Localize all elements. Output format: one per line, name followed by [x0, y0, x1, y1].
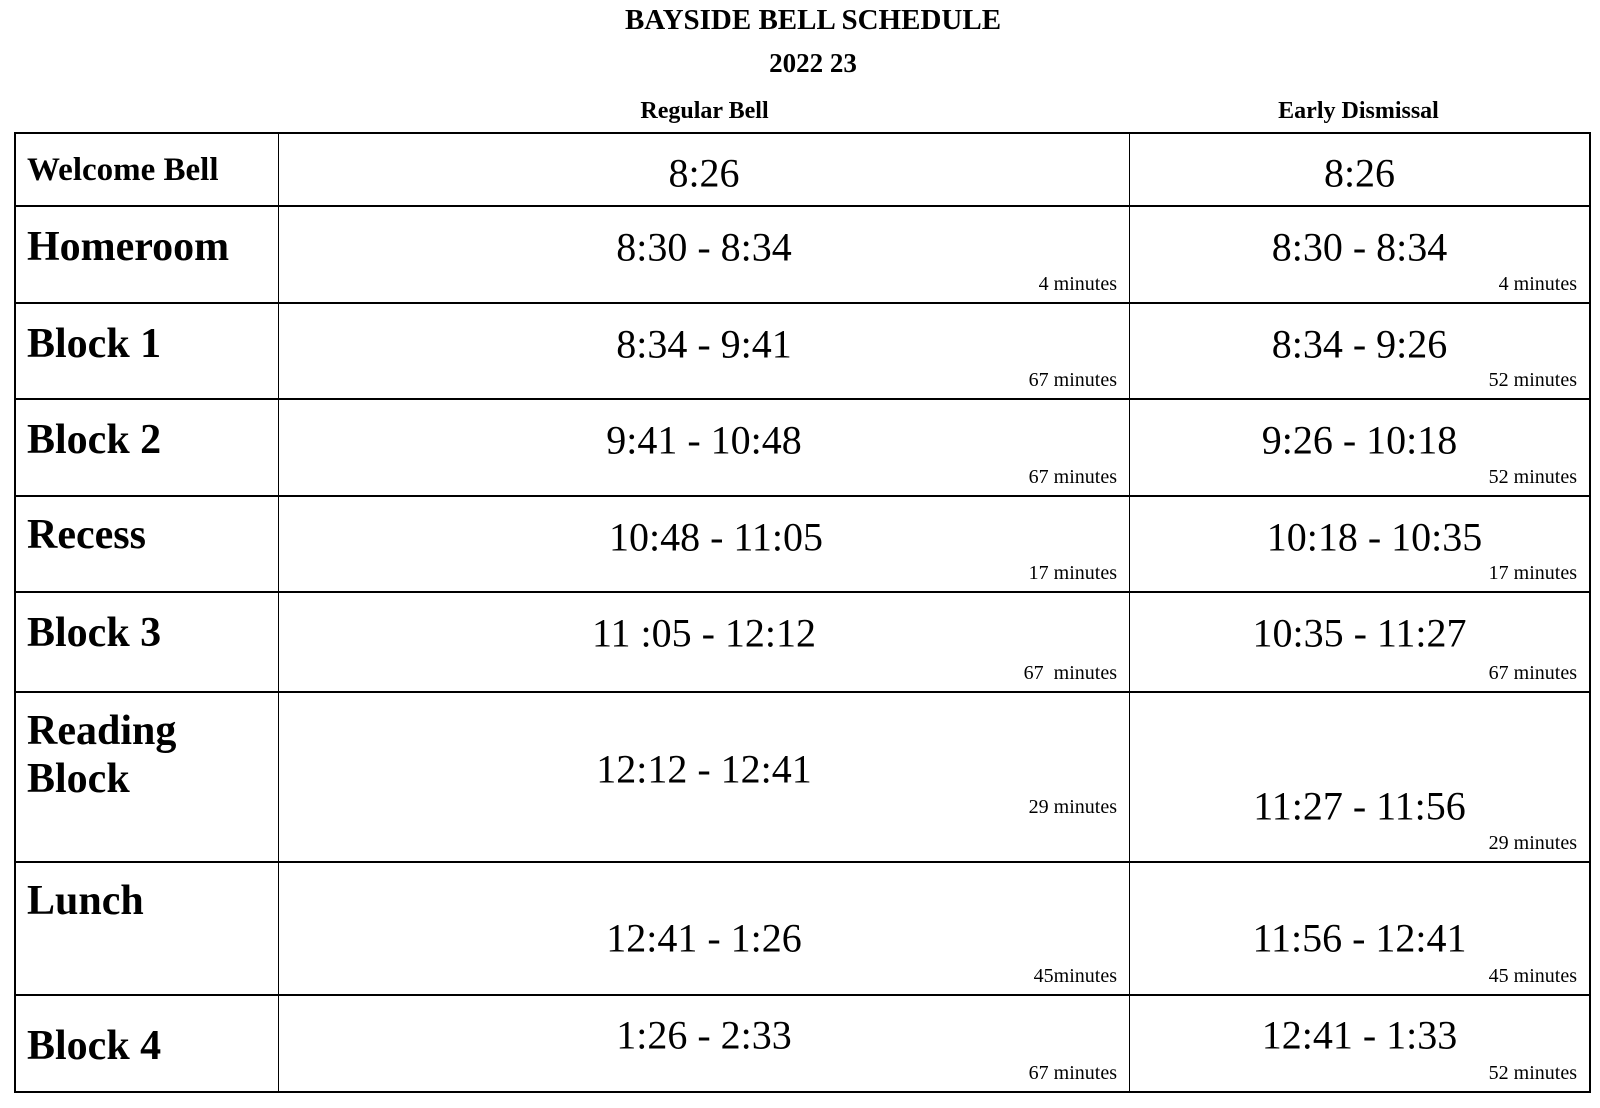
regular-time: 8:34 - 9:41: [616, 321, 792, 367]
table-row: Block 2 9:41 - 10:48 67 minutes 9:26 - 10…: [16, 400, 1589, 497]
regular-time: 9:41 - 10:48: [606, 417, 802, 463]
row-label: Block 2: [27, 417, 162, 463]
early-duration: 52 minutes: [1488, 369, 1577, 391]
table-row: Block 1 8:34 - 9:41 67 minutes 8:34 - 9:2…: [16, 304, 1589, 400]
column-header-early: Early Dismissal: [1278, 98, 1439, 124]
table-row: Welcome Bell 8:26 8:26: [16, 134, 1589, 207]
early-time: 8:30 - 8:34: [1271, 224, 1448, 270]
early-time: 12:41 - 1:33: [1261, 1012, 1458, 1058]
row-label: Homeroom: [27, 224, 230, 270]
early-time: 8:26: [1323, 150, 1396, 196]
row-label: Welcome Bell: [27, 152, 219, 188]
early-duration: 4 minutes: [1498, 273, 1577, 295]
regular-time: 12:12 - 12:41: [596, 746, 812, 792]
regular-duration: 67 minutes: [1028, 369, 1117, 391]
row-label: Block 4: [27, 1023, 162, 1069]
column-header-regular: Regular Bell: [640, 98, 769, 124]
table-row: Recess 10:48 - 11:05 17 minutes 10:18 - 1…: [16, 497, 1589, 593]
regular-time: 1:26 - 2:33: [616, 1012, 792, 1058]
row-label: Block 1: [27, 321, 162, 367]
early-time: 9:26 - 10:18: [1261, 417, 1458, 463]
early-duration: 29 minutes: [1488, 832, 1577, 854]
document-title: BAYSIDE BELL SCHEDULE: [624, 4, 1002, 36]
row-label-line1: Reading: [27, 708, 177, 754]
early-time: 11:56 - 12:41: [1252, 915, 1467, 961]
regular-duration: 29 minutes: [1028, 796, 1117, 818]
table-row: Homeroom 8:30 - 8:34 4 minutes 8:30 - 8:3…: [16, 207, 1589, 304]
early-duration: 17 minutes: [1488, 562, 1577, 584]
table-row: Block 3 11 :05 - 12:12 67 minutes 10:35 -…: [16, 593, 1589, 693]
table-row: Lunch 12:41 - 1:26 45minutes 11:56 - 12:4…: [16, 863, 1589, 996]
regular-duration: 4 minutes: [1038, 273, 1117, 295]
regular-duration: 17 minutes: [1028, 562, 1117, 584]
regular-time: 10:48 - 11:05: [608, 514, 824, 560]
row-label: Lunch: [27, 878, 144, 924]
regular-duration: 67 minutes: [1028, 466, 1117, 488]
row-label-line2: Block: [27, 756, 130, 802]
table-row: Reading Block 12:12 - 12:41 29 minutes 11…: [16, 693, 1589, 863]
regular-time: 8:26: [668, 150, 740, 196]
regular-duration: 67 minutes: [1028, 1062, 1117, 1084]
early-time: 10:18 - 10:35: [1266, 514, 1483, 560]
regular-time: 8:30 - 8:34: [616, 224, 792, 270]
regular-time: 12:41 - 1:26: [606, 915, 802, 961]
regular-time: 11 :05 - 12:12: [591, 610, 817, 656]
regular-duration: 67 minutes: [1023, 662, 1117, 684]
school-year: 2022 23: [769, 48, 857, 78]
table-row: Block 4 1:26 - 2:33 67 minutes 12:41 - 1:…: [16, 996, 1589, 1093]
row-label: Recess: [27, 512, 146, 558]
regular-duration: 45minutes: [1033, 965, 1117, 987]
bell-schedule-table: Welcome Bell 8:26 8:26 Homeroom 8:30 - 8…: [14, 132, 1591, 1093]
row-label: Block 3: [27, 610, 162, 656]
early-duration: 45 minutes: [1488, 965, 1577, 987]
early-time: 8:34 - 9:26: [1271, 321, 1448, 367]
early-duration: 67 minutes: [1488, 662, 1577, 684]
early-time: 10:35 - 11:27: [1252, 610, 1467, 656]
early-duration: 52 minutes: [1488, 466, 1577, 488]
early-time: 11:27 - 11:56: [1253, 783, 1466, 829]
early-duration: 52 minutes: [1488, 1062, 1577, 1084]
